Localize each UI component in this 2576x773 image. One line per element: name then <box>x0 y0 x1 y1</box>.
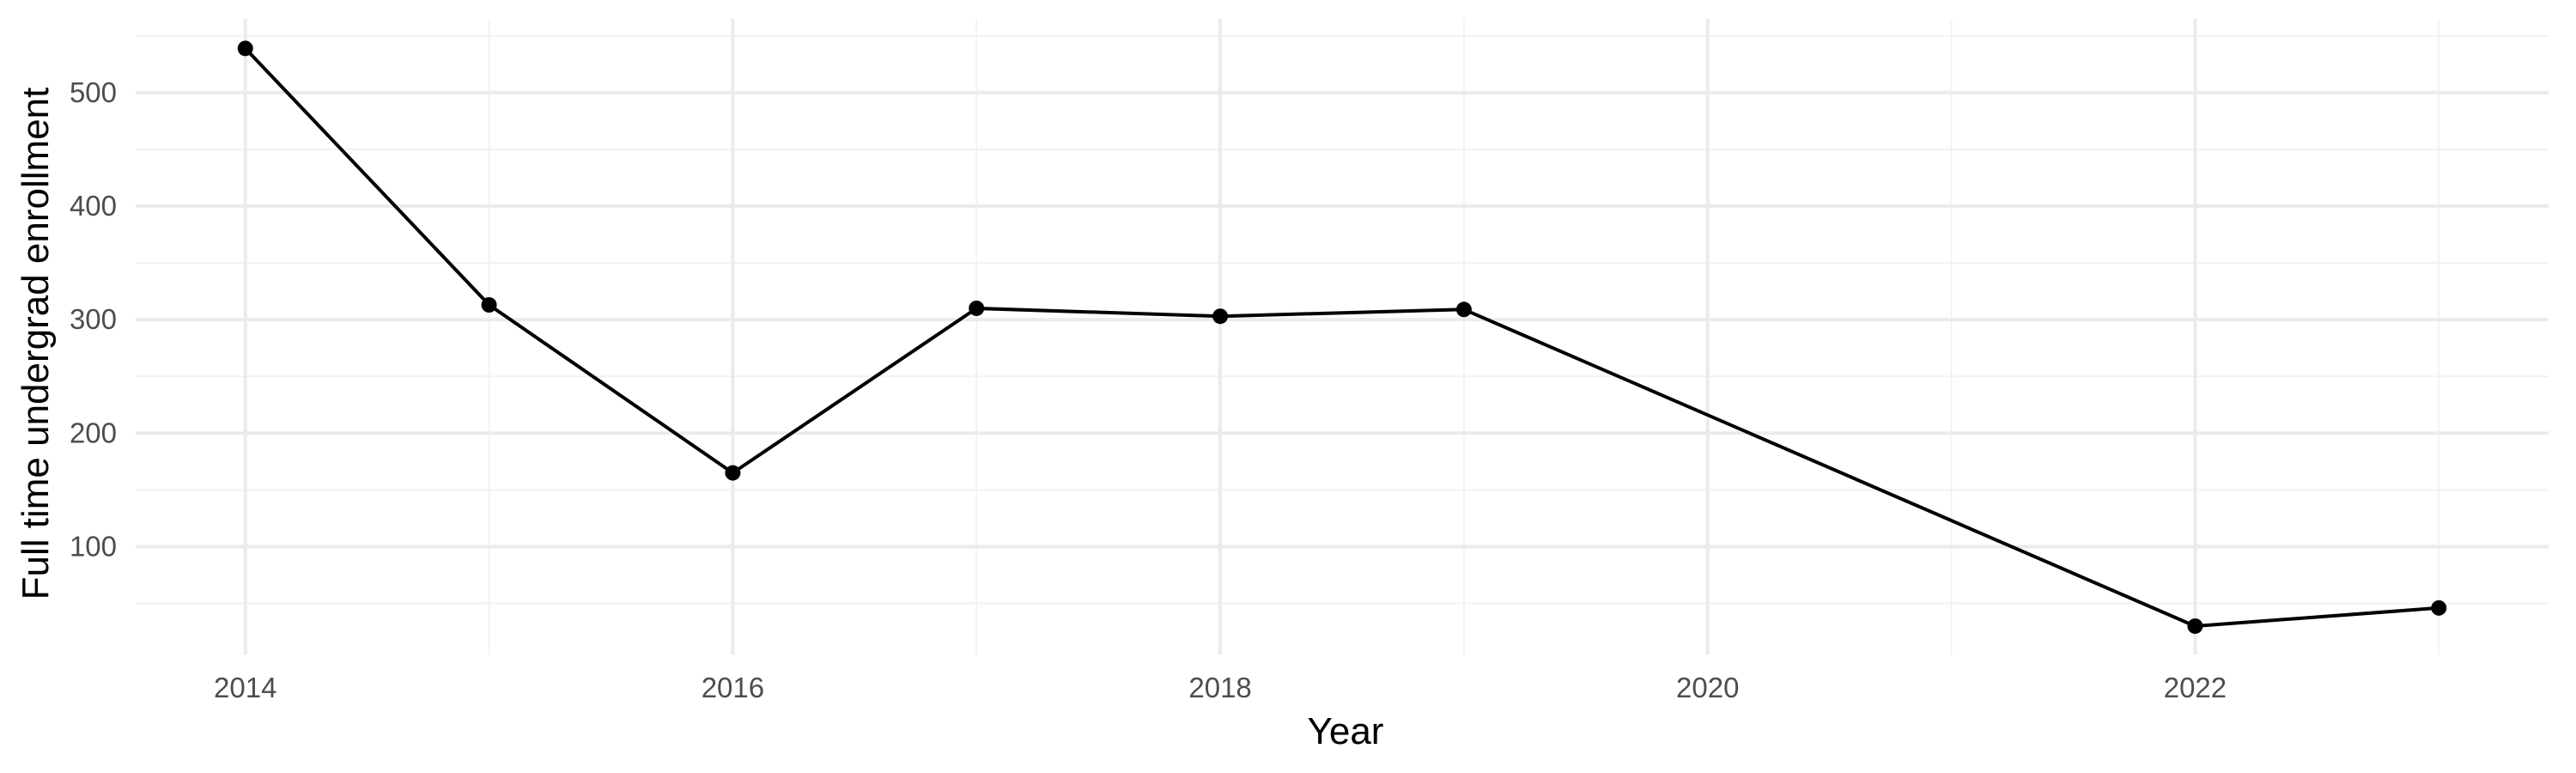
series-layer <box>237 40 2447 634</box>
data-point <box>2431 600 2447 616</box>
x-tick-label: 2016 <box>702 672 764 703</box>
x-tick-label: 2020 <box>1676 672 1739 703</box>
y-axis-title: Full time undergrad enrollment <box>15 88 57 600</box>
y-tick-label: 400 <box>70 190 117 222</box>
data-point <box>1212 308 1229 325</box>
data-point <box>237 40 253 57</box>
y-tick-label: 500 <box>70 76 117 108</box>
y-axis-tick-labels: 100 200 300 400 500 <box>70 76 117 563</box>
data-point <box>725 465 741 481</box>
x-tick-label: 2022 <box>2164 672 2227 703</box>
data-point <box>481 297 497 313</box>
data-point <box>1455 301 1472 318</box>
y-tick-label: 300 <box>70 303 117 335</box>
x-tick-label: 2014 <box>214 672 276 703</box>
data-point <box>969 300 985 316</box>
minor-gridlines <box>136 19 2549 654</box>
x-axis-title: Year <box>1308 710 1384 752</box>
y-tick-label: 200 <box>70 417 117 448</box>
data-point <box>2187 618 2203 634</box>
x-axis-tick-labels: 2014 2016 2018 2020 2022 <box>214 672 2227 703</box>
y-tick-label: 100 <box>70 530 117 562</box>
x-tick-label: 2018 <box>1188 672 1251 703</box>
major-gridlines <box>136 19 2549 654</box>
series-line <box>243 46 2441 628</box>
